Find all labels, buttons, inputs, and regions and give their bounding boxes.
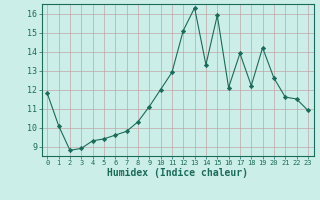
X-axis label: Humidex (Indice chaleur): Humidex (Indice chaleur): [107, 168, 248, 178]
